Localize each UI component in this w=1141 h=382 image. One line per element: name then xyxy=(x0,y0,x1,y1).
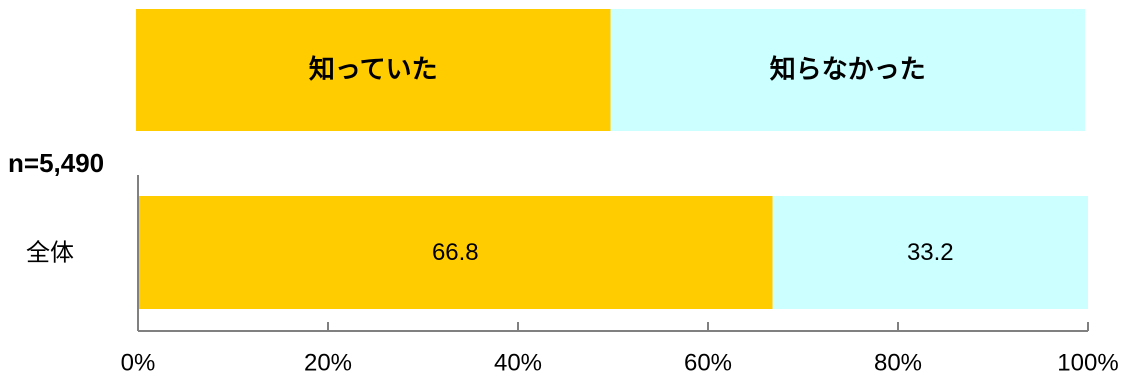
x-tick-label: 60% xyxy=(684,350,732,377)
sample-size-label: n=5,490 xyxy=(8,148,104,178)
bar-segment-did-not-know xyxy=(772,196,1088,309)
data-label-knew: 66.8 xyxy=(432,239,479,266)
plot-area: 全体 66.8 33.2 xyxy=(26,196,1088,309)
bar-segment-knew xyxy=(138,196,773,309)
legend-swatch-knew xyxy=(136,9,611,131)
x-tick-label: 100% xyxy=(1057,350,1118,377)
x-tick-label: 20% xyxy=(304,350,352,377)
legend-label-knew: 知っていた xyxy=(309,55,438,85)
axes: 0% 20% 40% 60% 80% 100% xyxy=(121,175,1119,377)
x-tick-label: 0% xyxy=(121,350,156,377)
x-axis-ticks: 0% 20% 40% 60% 80% 100% xyxy=(121,322,1119,377)
x-tick-label: 40% xyxy=(494,350,542,377)
legend: 知っていた 知らなかった xyxy=(136,9,1085,131)
legend-swatch-did-not-know xyxy=(610,9,1085,131)
data-label-did-not-know: 33.2 xyxy=(907,239,954,266)
legend-label-did-not-know: 知らなかった xyxy=(770,55,926,85)
x-tick-label: 80% xyxy=(874,350,922,377)
category-label: 全体 xyxy=(26,239,74,267)
